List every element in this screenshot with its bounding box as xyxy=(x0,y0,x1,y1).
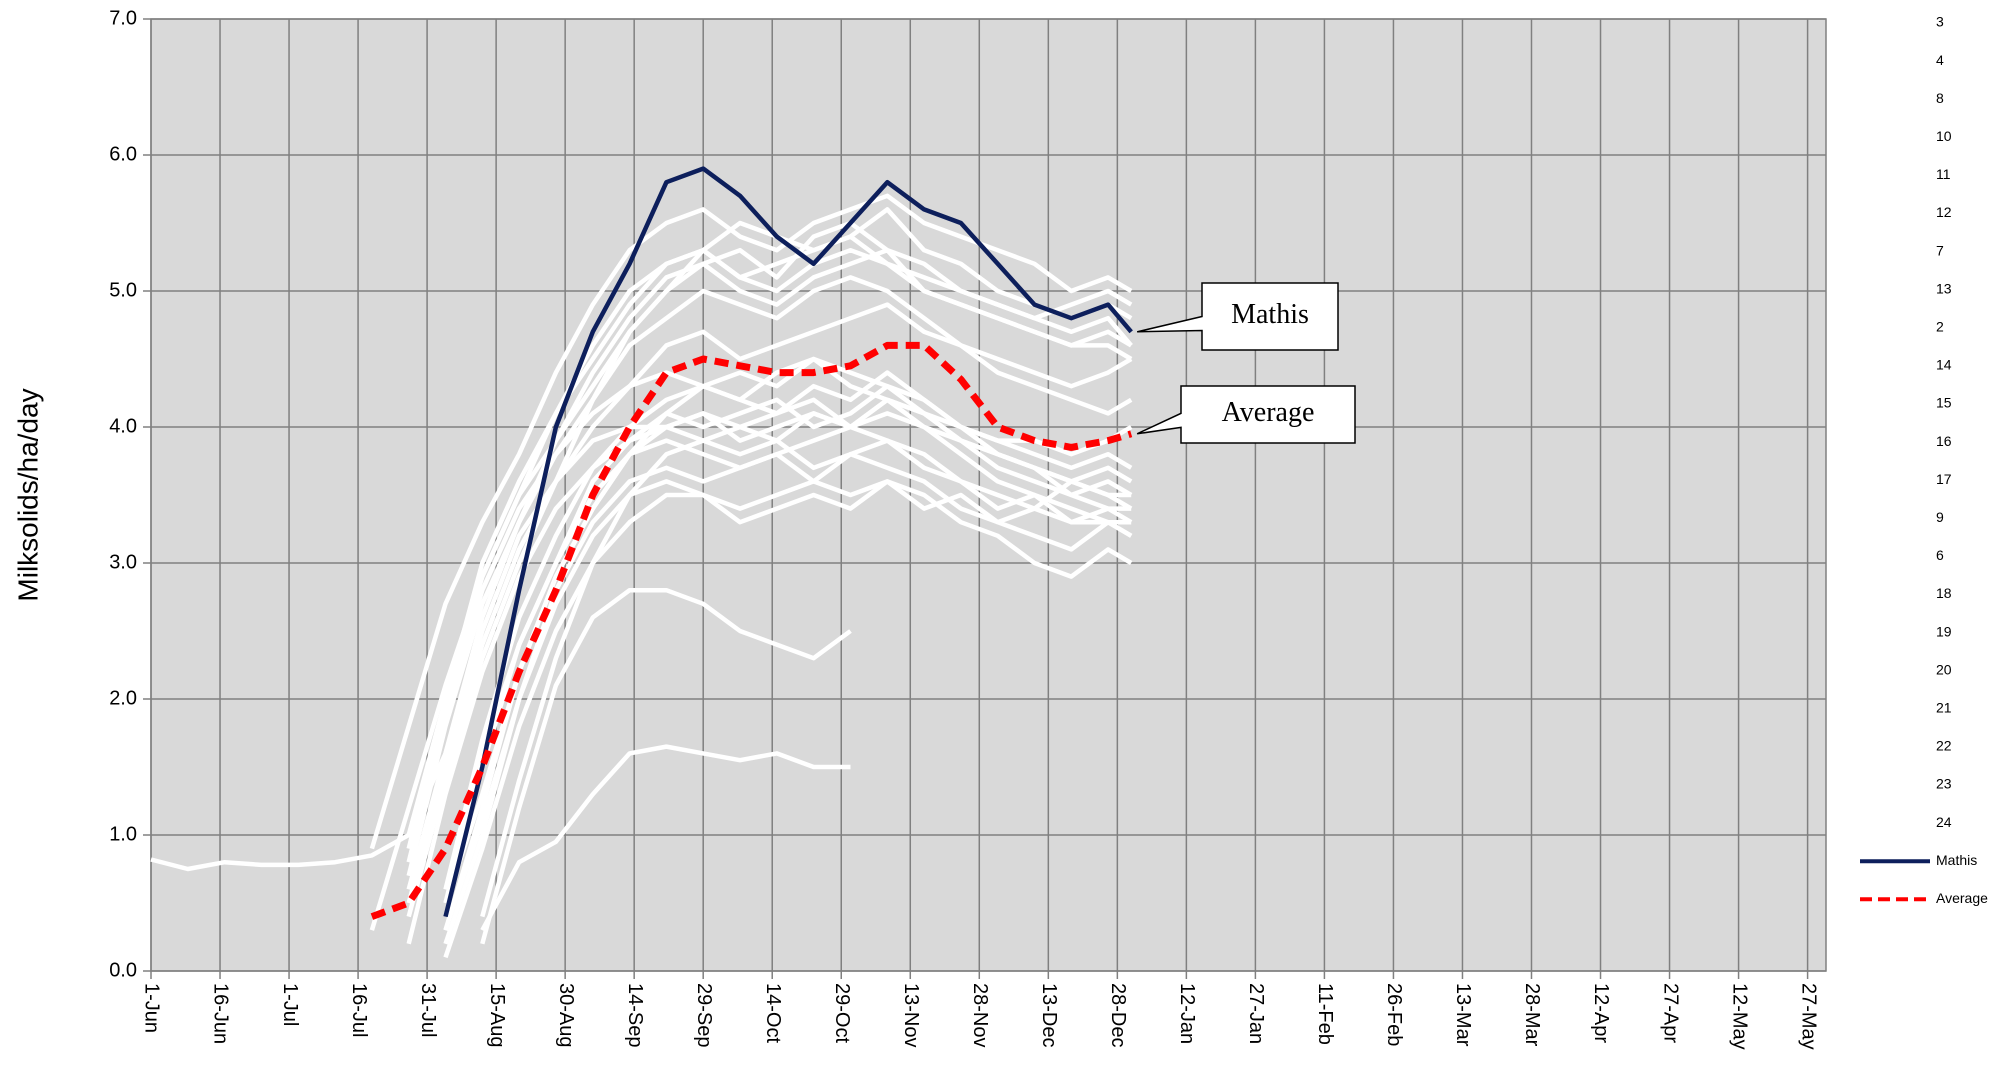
legend-label: 20 xyxy=(1936,661,1952,677)
y-tick-label: 1.0 xyxy=(109,823,137,845)
legend-label: 15 xyxy=(1936,395,1952,411)
series-line xyxy=(150,302,1133,872)
legend-label: 21 xyxy=(1936,700,1952,716)
legend-label: 3 xyxy=(1936,14,1944,30)
y-tick-label: 4.0 xyxy=(109,415,137,437)
series-line xyxy=(443,479,1133,959)
callout xyxy=(1136,282,1339,351)
legend-label: 14 xyxy=(1936,357,1952,373)
legend-label: 19 xyxy=(1936,623,1952,639)
legend-label: 7 xyxy=(1936,242,1944,258)
x-tick-label: 14-Sep xyxy=(624,983,646,1048)
legend-label: 13 xyxy=(1936,280,1952,296)
annotation: Average xyxy=(1222,397,1315,428)
series-line xyxy=(480,438,1133,918)
legend-label: 2 xyxy=(1936,319,1944,335)
series-line xyxy=(443,356,1133,931)
x-tick-label: 28-Nov xyxy=(969,983,991,1047)
x-tick-label: 29-Oct xyxy=(831,983,853,1043)
x-tick-label: 28-Mar xyxy=(1521,983,1543,1047)
annotation: Mathis xyxy=(1231,299,1309,330)
y-axis-label: Milksolids/ha/day xyxy=(12,388,43,601)
x-tick-label: 12-Jan xyxy=(1176,983,1198,1044)
x-tick-label: 29-Sep xyxy=(693,983,715,1048)
legend-label: 9 xyxy=(1936,509,1944,525)
legend-label: 8 xyxy=(1936,90,1944,106)
legend-label: 17 xyxy=(1936,471,1952,487)
y-tick-label: 6.0 xyxy=(109,143,137,165)
y-tick-label: 0.0 xyxy=(109,959,137,981)
legend-label: Average xyxy=(1936,890,1988,906)
legend-label: 4 xyxy=(1936,52,1944,68)
x-tick-label: 30-Aug xyxy=(555,983,577,1048)
legend-label: 12 xyxy=(1936,204,1952,220)
legend-label: 10 xyxy=(1936,128,1952,144)
x-tick-label: 12-May xyxy=(1728,983,1750,1050)
x-tick-label: 12-Apr xyxy=(1590,983,1612,1043)
x-tick-label: 26-Feb xyxy=(1383,983,1405,1046)
legend-label: 18 xyxy=(1936,585,1952,601)
series-line xyxy=(480,587,852,945)
x-tick-label: 16-Jun xyxy=(210,983,232,1044)
y-tick-label: 5.0 xyxy=(109,279,137,301)
x-tick-label: 14-Oct xyxy=(762,983,784,1043)
x-tick-label: 13-Dec xyxy=(1038,983,1060,1047)
series-line xyxy=(406,234,1133,850)
y-tick-label: 7.0 xyxy=(109,7,137,29)
legend-label: 11 xyxy=(1936,166,1951,182)
series-line xyxy=(443,166,1133,918)
series-line xyxy=(443,370,1133,890)
x-tick-label: 27-Apr xyxy=(1659,983,1681,1043)
legend-label: 6 xyxy=(1936,547,1944,563)
series-line xyxy=(370,341,1133,920)
y-tick-label: 2.0 xyxy=(109,687,137,709)
x-tick-label: 11-Feb xyxy=(1314,983,1336,1045)
y-tick-label: 3.0 xyxy=(109,551,137,573)
legend-label: 22 xyxy=(1936,738,1952,754)
series-line xyxy=(369,193,1133,850)
x-tick-label: 28-Dec xyxy=(1107,983,1129,1047)
callout xyxy=(1136,385,1356,444)
plot-border xyxy=(150,18,1827,972)
x-tick-label: 13-Nov xyxy=(900,983,922,1047)
x-tick-label: 15-Aug xyxy=(486,983,508,1048)
x-tick-label: 13-Mar xyxy=(1452,983,1474,1047)
legend-label: 23 xyxy=(1936,776,1952,792)
x-tick-label: 27-Jan xyxy=(1245,983,1267,1044)
x-tick-label: 1-Jun xyxy=(141,983,163,1033)
x-tick-label: 1-Jul xyxy=(279,983,301,1026)
legend-label: 16 xyxy=(1936,433,1952,449)
legend-label: Mathis xyxy=(1936,852,1977,868)
legend-label: 24 xyxy=(1936,814,1952,830)
x-tick-label: 27-May xyxy=(1797,983,1819,1050)
x-tick-label: 16-Jul xyxy=(348,983,370,1037)
series-line xyxy=(480,744,851,932)
series-line xyxy=(443,479,1133,931)
x-tick-label: 31-Jul xyxy=(417,983,439,1037)
